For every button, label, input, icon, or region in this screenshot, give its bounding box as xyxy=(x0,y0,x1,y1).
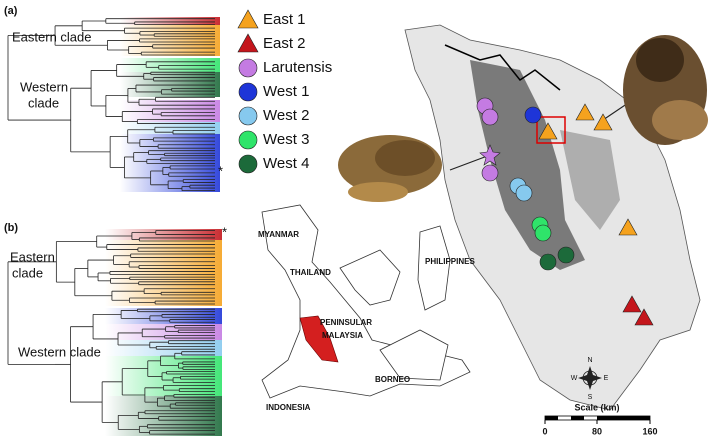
border xyxy=(444,44,561,91)
inset-map xyxy=(261,204,471,399)
mountain-range xyxy=(470,60,585,270)
site xyxy=(524,106,542,124)
site xyxy=(622,295,642,313)
scale-tick-label: 80 xyxy=(592,426,602,436)
site xyxy=(634,308,654,326)
compass xyxy=(578,366,602,390)
legend-marker xyxy=(238,58,258,78)
place-label: PENINSULAR xyxy=(320,318,372,327)
place-label: THAILAND xyxy=(290,268,331,277)
compass-label: W xyxy=(571,375,578,382)
legend-label: West 4 xyxy=(263,155,309,172)
clade-label: clade xyxy=(12,265,43,280)
legend-label: East 1 xyxy=(263,11,306,28)
clade-band xyxy=(120,72,220,97)
site xyxy=(481,108,499,126)
legend-marker xyxy=(238,82,258,102)
scale-tick-label: 160 xyxy=(642,426,657,436)
place-label: MALAYSIA xyxy=(322,331,363,340)
pointer xyxy=(449,154,491,171)
site xyxy=(479,144,501,166)
clade-band xyxy=(120,122,220,134)
site xyxy=(593,113,613,131)
legend-marker xyxy=(237,33,259,53)
land-outline xyxy=(339,249,401,306)
legend-label: West 2 xyxy=(263,107,309,124)
labels: (a)Eastern cladeWesternclade*(b)Easternc… xyxy=(4,5,658,436)
legend-marker xyxy=(238,130,258,150)
place-label: MYANMAR xyxy=(258,230,299,239)
clade-band xyxy=(105,396,222,436)
compass-label: S xyxy=(588,394,593,401)
main-map xyxy=(338,24,708,424)
clade-label: Eastern clade xyxy=(12,29,92,44)
legend-label: West 1 xyxy=(263,83,309,100)
clade-label: clade xyxy=(28,95,59,110)
scale-bar xyxy=(544,415,651,421)
clade-band xyxy=(120,17,220,25)
site xyxy=(534,224,552,242)
peninsular-malaysia xyxy=(299,315,339,363)
clade-label: Western clade xyxy=(18,344,101,359)
site xyxy=(481,164,499,182)
site xyxy=(538,122,558,140)
site xyxy=(539,253,557,271)
site xyxy=(557,246,575,264)
legend-label: East 2 xyxy=(263,35,306,52)
scale-title: Scale (km) xyxy=(574,402,619,412)
clade-band xyxy=(120,100,220,122)
site xyxy=(618,218,638,236)
clade-band xyxy=(105,324,222,340)
land-outline xyxy=(417,225,451,311)
legend-marker xyxy=(237,9,259,29)
mountain-range xyxy=(560,130,620,230)
panel-label: (b) xyxy=(4,222,18,234)
frog-photo xyxy=(623,35,708,145)
legend-marker xyxy=(238,106,258,126)
compass-label: N xyxy=(587,357,592,364)
asterisk: * xyxy=(218,163,223,178)
land-outline xyxy=(379,329,449,381)
site xyxy=(575,103,595,121)
legend-label: West 3 xyxy=(263,131,309,148)
compass-label: E xyxy=(604,375,609,382)
phylogenies xyxy=(7,17,222,436)
clade-band xyxy=(120,58,220,72)
scale-tick-label: 0 xyxy=(542,426,547,436)
legend-label: Larutensis xyxy=(263,59,332,76)
highlight-box xyxy=(536,116,566,144)
asterisk: * xyxy=(222,224,227,239)
legend-marker xyxy=(238,154,258,174)
clade-label: Eastern xyxy=(10,249,55,264)
place-label: PHILIPPINES xyxy=(425,257,475,266)
frog-photo xyxy=(338,135,442,202)
clade-label: Western xyxy=(20,79,68,94)
place-label: INDONESIA xyxy=(266,403,311,412)
site xyxy=(515,184,533,202)
panel-label: (a) xyxy=(4,5,18,17)
place-label: BORNEO xyxy=(375,375,410,384)
